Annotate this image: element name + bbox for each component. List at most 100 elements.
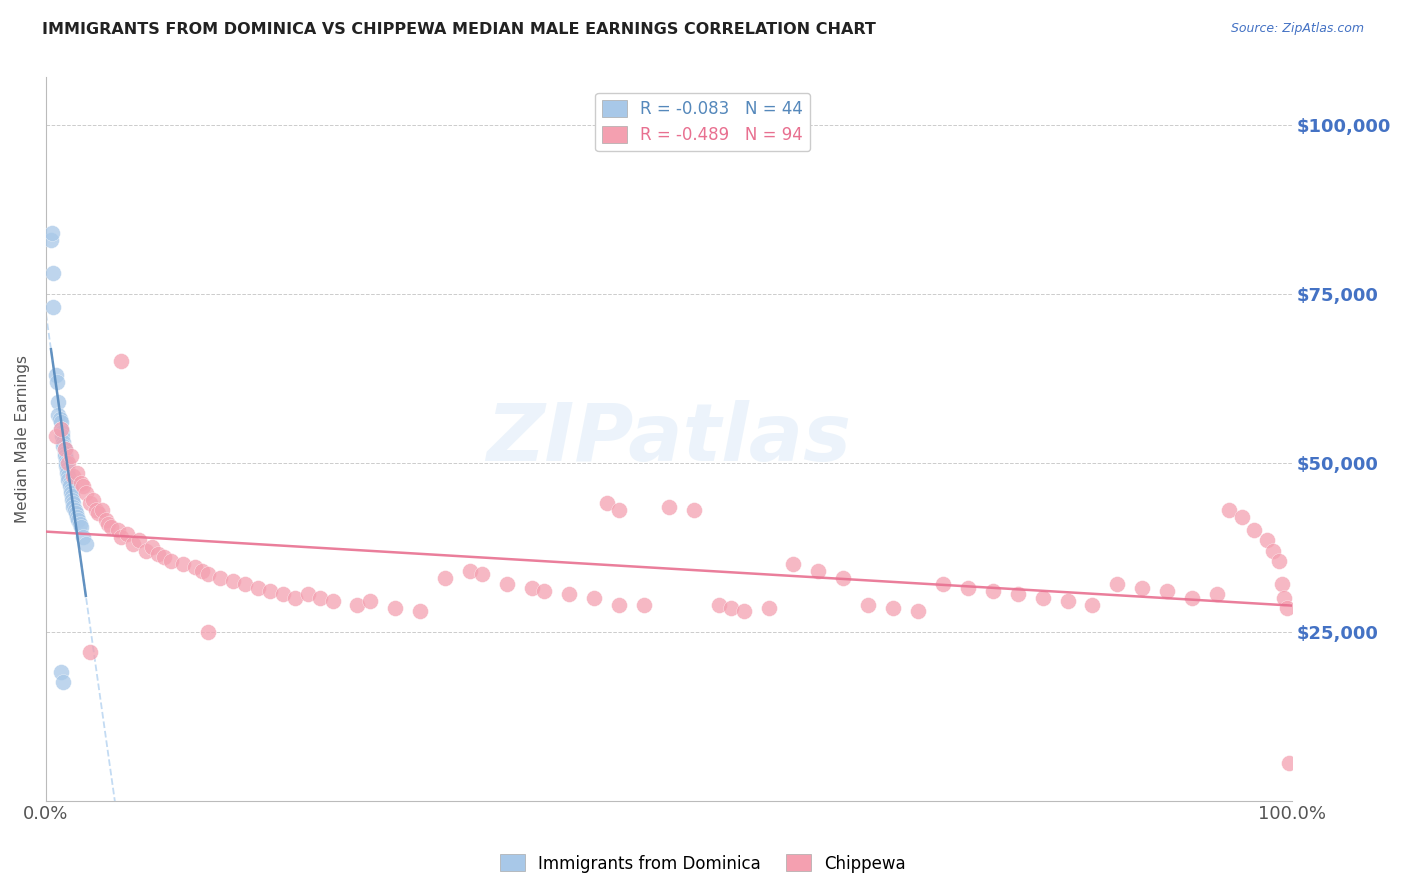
Point	[62, 496, 84, 510]
Point	[682, 503, 704, 517]
Text: Source: ZipAtlas.com: Source: ZipAtlas.com	[1230, 22, 1364, 36]
Point	[55, 452, 77, 467]
Point	[807, 564, 830, 578]
Point	[856, 598, 879, 612]
Point	[91, 503, 114, 517]
Point	[159, 554, 181, 568]
Point	[172, 557, 194, 571]
Point	[39, 233, 62, 247]
Point	[52, 439, 75, 453]
Point	[49, 415, 72, 429]
Point	[56, 462, 79, 476]
Point	[59, 479, 82, 493]
Point	[197, 624, 219, 639]
Point	[297, 587, 319, 601]
Point	[72, 530, 94, 544]
Point	[84, 503, 107, 517]
Point	[932, 577, 955, 591]
Point	[359, 594, 381, 608]
Point	[67, 513, 90, 527]
Point	[458, 564, 481, 578]
Point	[53, 445, 76, 459]
Point	[520, 581, 543, 595]
Point	[558, 587, 581, 601]
Point	[321, 594, 343, 608]
Point	[707, 598, 730, 612]
Point	[75, 486, 97, 500]
Point	[346, 598, 368, 612]
Point	[62, 500, 84, 514]
Point	[49, 665, 72, 680]
Point	[55, 456, 77, 470]
Point	[1271, 577, 1294, 591]
Point	[65, 507, 87, 521]
Text: ZIPatlas: ZIPatlas	[486, 400, 852, 478]
Point	[607, 598, 630, 612]
Point	[45, 428, 67, 442]
Point	[1156, 584, 1178, 599]
Point	[70, 475, 93, 490]
Point	[107, 523, 129, 537]
Point	[1056, 594, 1078, 608]
Point	[59, 475, 82, 490]
Point	[190, 564, 212, 578]
Point	[46, 375, 69, 389]
Point	[1278, 756, 1301, 771]
Point	[72, 479, 94, 493]
Point	[45, 368, 67, 382]
Point	[1181, 591, 1204, 605]
Point	[94, 513, 117, 527]
Point	[79, 496, 101, 510]
Point	[97, 516, 120, 531]
Point	[956, 581, 979, 595]
Point	[53, 442, 76, 457]
Point	[907, 604, 929, 618]
Point	[42, 267, 65, 281]
Point	[533, 584, 555, 599]
Point	[110, 530, 132, 544]
Text: IMMIGRANTS FROM DOMINICA VS CHIPPEWA MEDIAN MALE EARNINGS CORRELATION CHART: IMMIGRANTS FROM DOMINICA VS CHIPPEWA MED…	[42, 22, 876, 37]
Legend: Immigrants from Dominica, Chippewa: Immigrants from Dominica, Chippewa	[494, 847, 912, 880]
Point	[496, 577, 519, 591]
Point	[62, 469, 84, 483]
Point	[58, 469, 80, 483]
Point	[583, 591, 606, 605]
Point	[1243, 523, 1265, 537]
Point	[184, 560, 207, 574]
Point	[1107, 577, 1129, 591]
Point	[1268, 554, 1291, 568]
Point	[135, 543, 157, 558]
Point	[607, 503, 630, 517]
Point	[1275, 601, 1298, 615]
Point	[70, 520, 93, 534]
Point	[409, 604, 432, 618]
Point	[658, 500, 681, 514]
Point	[284, 591, 307, 605]
Point	[58, 473, 80, 487]
Point	[48, 409, 70, 423]
Point	[48, 411, 70, 425]
Point	[1130, 581, 1153, 595]
Point	[153, 550, 176, 565]
Point	[197, 567, 219, 582]
Point	[1230, 509, 1253, 524]
Point	[758, 601, 780, 615]
Point	[633, 598, 655, 612]
Point	[1032, 591, 1054, 605]
Point	[115, 526, 138, 541]
Point	[209, 571, 232, 585]
Point	[51, 425, 73, 440]
Point	[128, 533, 150, 548]
Point	[48, 395, 70, 409]
Point	[60, 492, 83, 507]
Point	[471, 567, 494, 582]
Point	[1206, 587, 1229, 601]
Point	[51, 428, 73, 442]
Point	[1272, 591, 1295, 605]
Point	[733, 604, 755, 618]
Point	[433, 571, 456, 585]
Point	[59, 483, 82, 497]
Point	[58, 456, 80, 470]
Point	[59, 486, 82, 500]
Point	[52, 675, 75, 690]
